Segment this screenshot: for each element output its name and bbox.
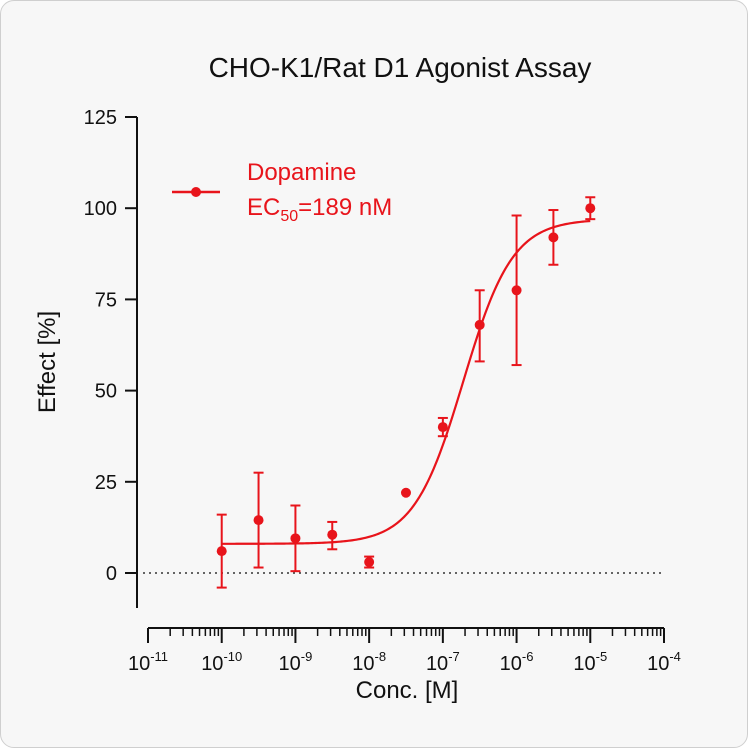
y-axis-label: Effect [%]	[34, 311, 61, 413]
y-tick-label: 50	[95, 381, 117, 403]
x-tick-exponent: -11	[150, 649, 168, 664]
y-tick-label: 75	[95, 289, 117, 311]
legend-series-name: Dopamine	[247, 159, 356, 186]
plot-area	[216, 196, 596, 589]
data-point	[474, 319, 485, 330]
x-tick-exponent: -10	[223, 649, 242, 664]
x-tick-label: 10-7	[426, 649, 460, 675]
fitted-dose-response-curve	[221, 219, 591, 545]
y-axis: 0 25 50 75 100 125	[84, 107, 138, 608]
x-tick-label: 10-10	[201, 649, 242, 675]
x-tick-label: 10-11	[128, 649, 168, 675]
data-point	[216, 546, 227, 557]
x-tick-exponent: -6	[522, 649, 534, 664]
x-tick-label: 10-4	[647, 649, 681, 675]
legend-marker-swatch	[191, 187, 201, 197]
x-tick-base: 10	[500, 653, 522, 675]
x-tick-base: 10	[201, 653, 223, 675]
data-point	[364, 557, 375, 568]
legend-ec50-subscript: 50	[280, 208, 298, 225]
y-tick-label: 125	[84, 107, 117, 129]
y-tick-label: 100	[84, 198, 117, 220]
data-point	[290, 533, 301, 544]
data-point	[400, 487, 411, 498]
x-tick-base: 10	[426, 653, 448, 675]
x-tick-base: 10	[128, 653, 150, 675]
legend-ec50-value: =189 nM	[298, 194, 392, 221]
y-tick-label: 0	[106, 563, 117, 585]
data-point	[585, 203, 596, 214]
data-point	[253, 515, 264, 526]
legend: Dopamine EC50=189 nM	[172, 159, 392, 225]
x-tick-base: 10	[647, 653, 669, 675]
x-tick-label: 10-9	[279, 649, 313, 675]
x-axis: 10-11 10-10 10-9 10-8 10-7 10-6 10-5 10-4	[128, 627, 681, 675]
x-tick-exponent: -9	[301, 649, 313, 664]
x-axis-label: Conc. [M]	[356, 677, 459, 704]
legend-ec50-prefix: EC	[247, 194, 280, 221]
x-tick-exponent: -8	[374, 649, 386, 664]
x-tick-base: 10	[352, 653, 374, 675]
x-tick-base: 10	[573, 653, 595, 675]
data-point	[511, 285, 522, 296]
x-tick-label: 10-6	[500, 649, 534, 675]
data-point	[327, 529, 338, 540]
x-tick-exponent: -4	[669, 649, 681, 664]
x-tick-base: 10	[279, 653, 301, 675]
y-tick-label: 25	[95, 472, 117, 494]
x-tick-exponent: -7	[448, 649, 460, 664]
x-tick-exponent: -5	[596, 649, 608, 664]
x-tick-label: 10-8	[352, 649, 386, 675]
chart-title: CHO-K1/Rat D1 Agonist Assay	[209, 52, 592, 83]
data-point	[437, 422, 448, 433]
x-tick-label: 10-5	[573, 649, 607, 675]
legend-ec50-label: EC50=189 nM	[247, 194, 392, 225]
data-point	[548, 232, 559, 243]
